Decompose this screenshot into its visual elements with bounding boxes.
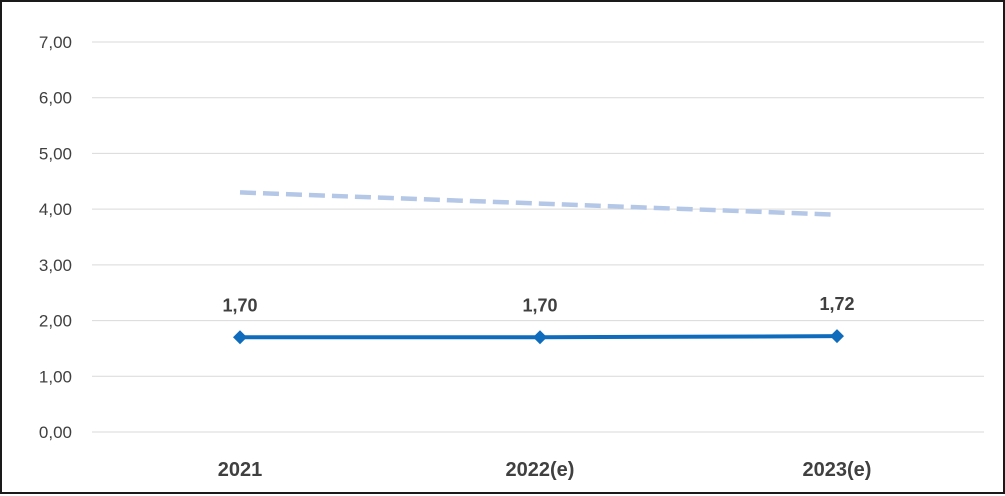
dashed-series-line (239, 190, 838, 217)
data-point-marker (233, 330, 247, 345)
data-label: 1,72 (819, 294, 854, 314)
y-tick-label: 1,00 (39, 367, 72, 386)
series-markers (233, 329, 844, 345)
y-tick-label: 4,00 (39, 200, 72, 219)
y-tick-label: 5,00 (39, 144, 72, 163)
y-tick-label: 2,00 (39, 312, 72, 331)
x-tick-label: 2021 (218, 459, 263, 481)
data-labels: 1,70 1,70 1,72 (222, 294, 854, 315)
x-tick-label: 2022(e) (506, 459, 575, 481)
x-axis-tick-labels: 2021 2022(e) 2023(e) (218, 459, 872, 481)
data-label: 1,70 (522, 295, 557, 315)
gridlines (92, 41, 984, 433)
data-point-marker (830, 329, 844, 344)
y-tick-label: 3,00 (39, 256, 72, 275)
x-tick-label: 2023(e) (803, 459, 872, 481)
y-tick-label: 7,00 (39, 33, 72, 52)
y-axis-tick-labels: 0,00 1,00 2,00 3,00 4,00 5,00 6,00 7,00 (39, 33, 72, 442)
y-tick-label: 0,00 (39, 423, 72, 442)
data-point-marker (533, 330, 547, 345)
y-tick-label: 6,00 (39, 89, 72, 108)
data-label: 1,70 (222, 295, 257, 315)
